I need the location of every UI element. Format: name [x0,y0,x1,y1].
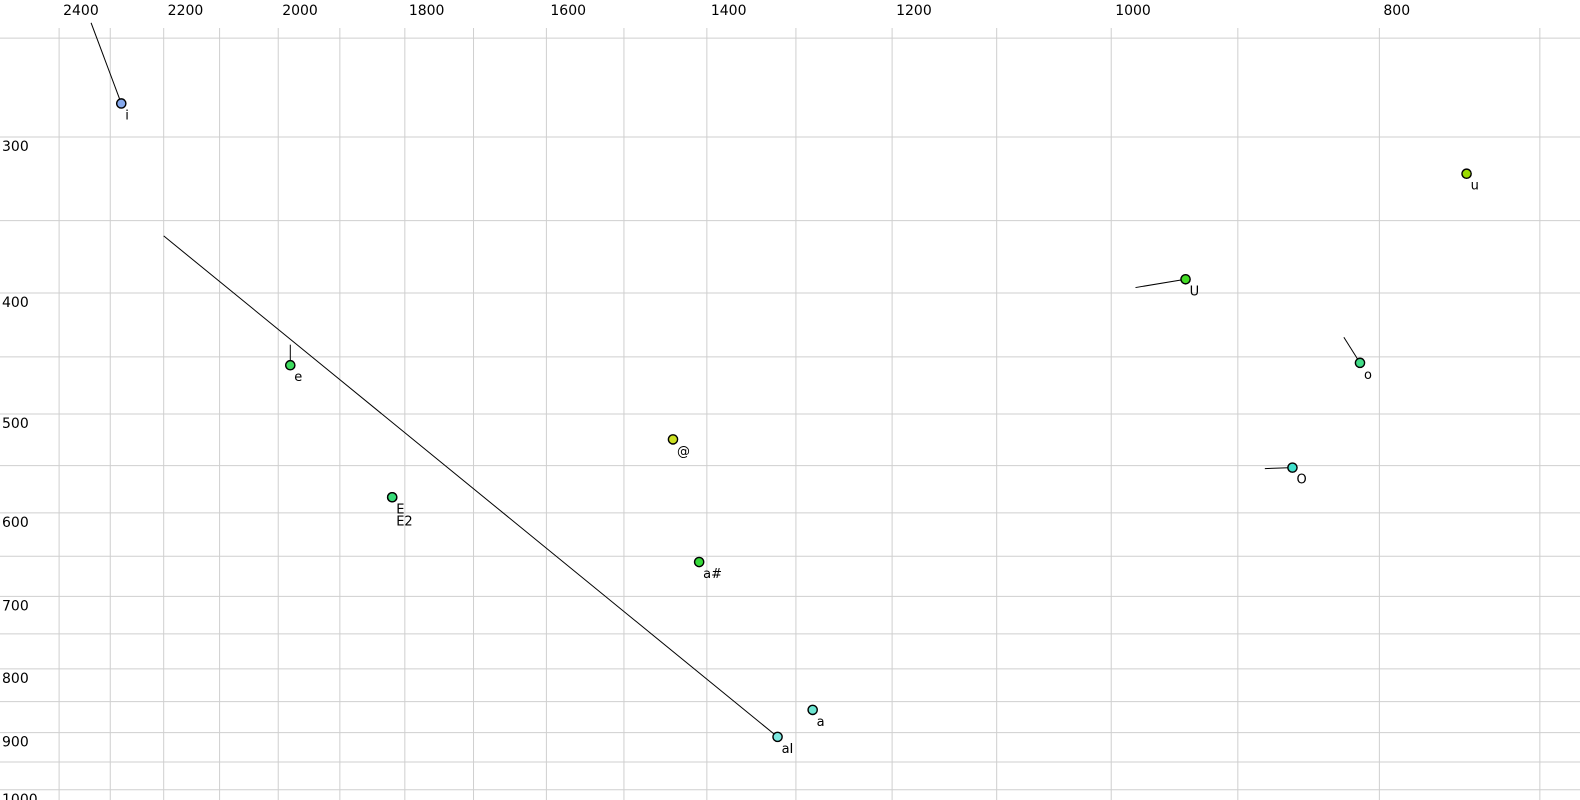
x-tick-label-1600: 1600 [550,3,586,19]
y-tick-label-800: 800 [2,671,29,687]
glide-line-U [1135,278,1186,289]
x-tick-label-1400: 1400 [711,3,747,19]
y-tick-label-1000: 1000 [2,792,38,800]
vowel-point-u [1461,168,1472,180]
vowel-point-e [284,359,296,371]
x-tick-label-800: 800 [1383,3,1410,19]
x-tick-label-2200: 2200 [168,3,204,19]
vowel-label-O: O [1296,473,1306,488]
y-tick-label-700: 700 [2,598,29,614]
vowel-label-E2: E2 [396,514,413,529]
y-tick-label-500: 500 [2,416,29,432]
vowel-label-i: i [125,108,129,123]
glide-line-i [90,22,122,104]
vowel-point-i [115,98,127,109]
vowel-point-U [1180,273,1191,285]
vowel-label-a: a [817,715,825,730]
y-tick-label-400: 400 [2,295,29,311]
y-tick-label-900: 900 [2,735,29,751]
vowel-label-aI: aI [782,742,794,757]
x-tick-label-2000: 2000 [282,3,318,19]
vowel-point-E2 [386,491,398,503]
vowel-label-a#: a# [703,567,722,582]
vowel-point-@ [667,434,679,445]
vowel-label-@: @ [677,444,690,459]
y-tick-label-600: 600 [2,515,29,531]
x-tick-label-1200: 1200 [896,3,932,19]
glide-line-aI [163,235,778,738]
x-tick-label-1800: 1800 [409,3,445,19]
vowel-point-O [1287,462,1298,473]
vowel-label-e: e [294,370,302,385]
y-tick-label-300: 300 [2,139,29,155]
vowel-label-o: o [1364,368,1372,383]
x-tick-label-1000: 1000 [1115,3,1151,19]
vowel-point-a# [693,556,705,568]
vowel-point-o [1354,357,1366,369]
vowel-point-a [807,704,818,716]
vowel-label-u: u [1471,179,1479,194]
x-tick-label-2400: 2400 [63,3,99,19]
vowel-point-aI [772,731,783,743]
vowel-label-U: U [1190,284,1200,299]
vowel-label-E: E [396,502,404,517]
